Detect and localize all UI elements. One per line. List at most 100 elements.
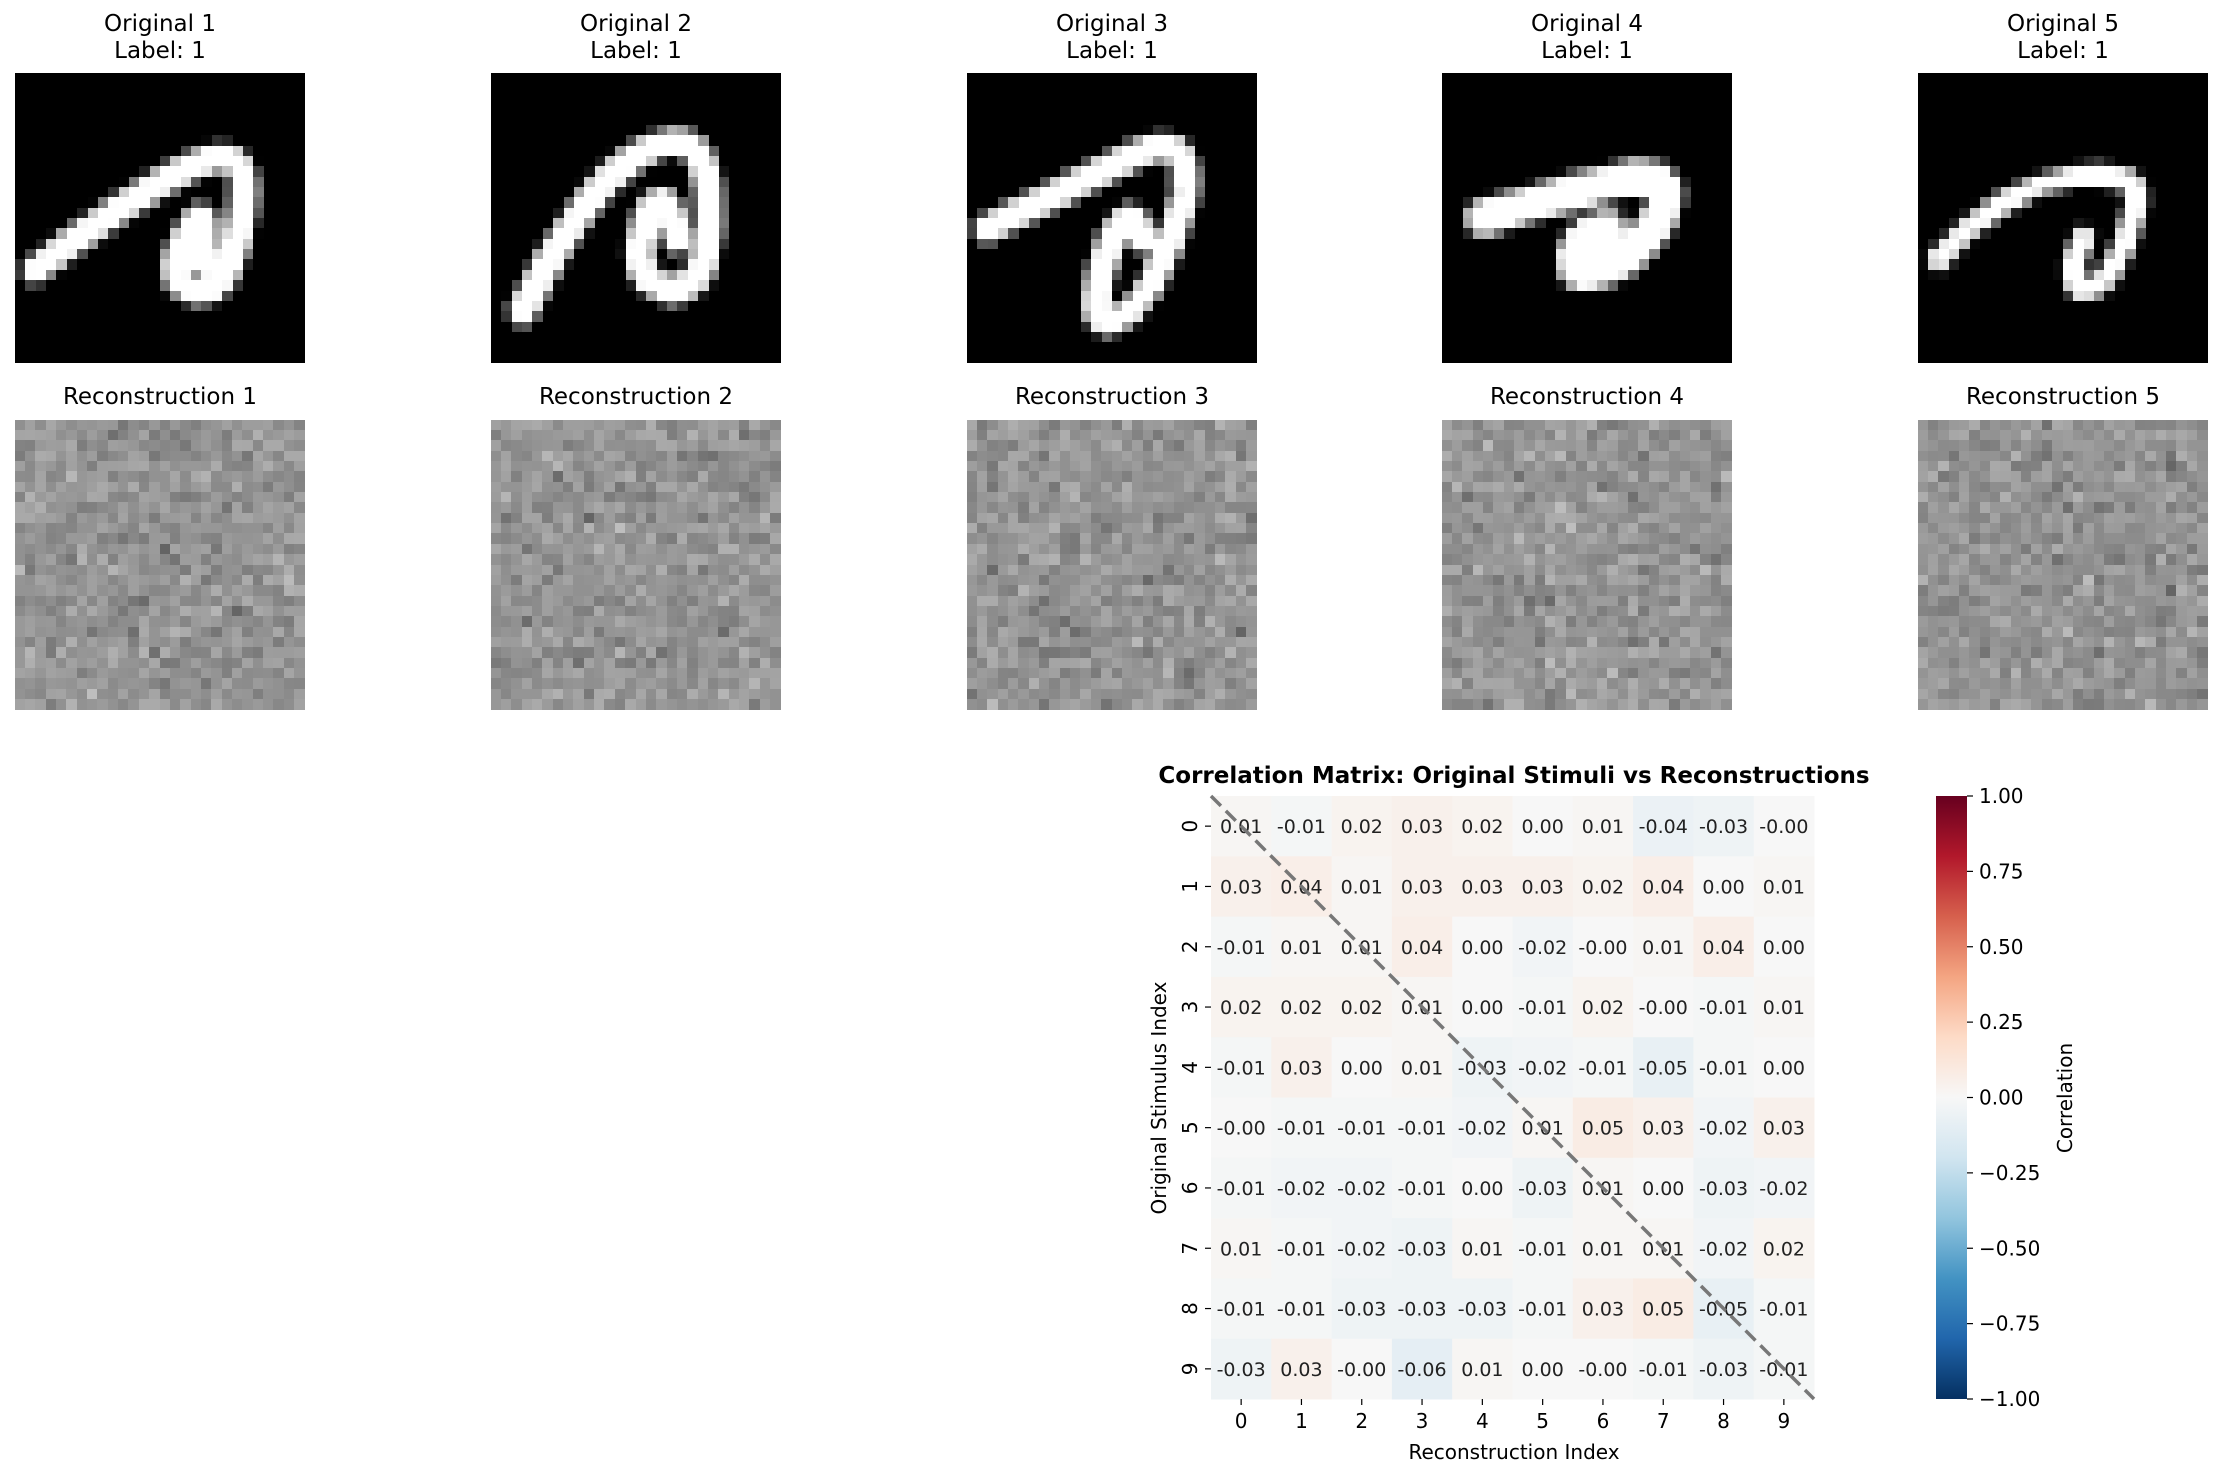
heatmap-cell bbox=[1693, 1157, 1755, 1219]
y-axis-label: Original Stimulus Index bbox=[1147, 981, 1171, 1214]
cell-value-label: -0.02 bbox=[1337, 1178, 1386, 1200]
cell-value-label: 0.02 bbox=[1220, 997, 1262, 1019]
cell-value-label: -0.02 bbox=[1458, 1118, 1507, 1140]
cell-value-label: 0.03 bbox=[1401, 816, 1443, 838]
colorbar-tick-label: −0.25 bbox=[1979, 1161, 2040, 1185]
heatmap-cell bbox=[1693, 1218, 1755, 1279]
heatmap-cell bbox=[1211, 1218, 1272, 1279]
cell-value-label: 0.01 bbox=[1763, 997, 1805, 1019]
reconstruction-title-1: Reconstruction 1 bbox=[62, 384, 258, 410]
heatmap-cell bbox=[1693, 796, 1755, 857]
cell-value-label: -0.05 bbox=[1639, 1057, 1688, 1079]
heatmap-cell bbox=[1331, 976, 1393, 1038]
reconstruction-image-3 bbox=[967, 420, 1257, 710]
heatmap-cell bbox=[1211, 1097, 1272, 1159]
cell-value-label: 0.01 bbox=[1582, 816, 1624, 838]
heatmap-cell bbox=[1572, 1278, 1634, 1340]
cell-value-label: -0.01 bbox=[1217, 937, 1266, 959]
cell-value-label: 0.02 bbox=[1341, 816, 1383, 838]
x-tick-label: 9 bbox=[1777, 1409, 1790, 1433]
heatmap-cell bbox=[1331, 1338, 1393, 1400]
heatmap-cell bbox=[1331, 796, 1393, 857]
cell-value-label: 0.01 bbox=[1461, 1359, 1503, 1381]
heatmap-cell bbox=[1331, 1278, 1393, 1340]
colorbar-tick-label: 1.00 bbox=[1979, 784, 2024, 808]
cell-value-label: -0.01 bbox=[1699, 997, 1748, 1019]
colorbar-tick-label: 0.25 bbox=[1979, 1010, 2024, 1034]
cell-value-label: -0.01 bbox=[1518, 1299, 1567, 1321]
cell-value-label: 0.00 bbox=[1521, 1359, 1563, 1381]
heatmap-cell bbox=[1572, 1218, 1634, 1279]
heatmap-cell bbox=[1211, 1338, 1272, 1400]
heatmap-cell bbox=[1633, 1037, 1694, 1098]
cell-value-label: -0.01 bbox=[1397, 1118, 1446, 1140]
heatmap-cell bbox=[1452, 976, 1513, 1038]
y-tick-label: 8 bbox=[1178, 1302, 1202, 1315]
heatmap-cell bbox=[1753, 916, 1815, 978]
reconstruction-title-5: Reconstruction 5 bbox=[1965, 384, 2161, 410]
cell-value-label: -0.02 bbox=[1518, 937, 1567, 959]
heatmap-cell bbox=[1452, 1218, 1513, 1279]
cell-value-label: -0.03 bbox=[1397, 1238, 1446, 1260]
heatmap-cell bbox=[1753, 796, 1815, 857]
x-tick-label: 4 bbox=[1476, 1409, 1489, 1433]
original-image-1 bbox=[15, 73, 305, 363]
cell-value-label: -0.01 bbox=[1759, 1299, 1808, 1321]
cell-value-label: 0.01 bbox=[1401, 1057, 1443, 1079]
heatmap-cell bbox=[1633, 916, 1694, 978]
heatmap-cell bbox=[1391, 1278, 1453, 1340]
y-tick-label: 5 bbox=[1178, 1121, 1202, 1134]
cell-value-label: -0.00 bbox=[1217, 1118, 1266, 1140]
cell-value-label: -0.01 bbox=[1277, 1299, 1326, 1321]
cell-value-label: -0.01 bbox=[1217, 1299, 1266, 1321]
heatmap-cell bbox=[1391, 916, 1453, 978]
cell-value-label: 0.05 bbox=[1582, 1118, 1624, 1140]
y-tick-label: 1 bbox=[1178, 880, 1202, 893]
cell-value-label: 0.03 bbox=[1280, 1359, 1322, 1381]
heatmap-cell bbox=[1633, 856, 1694, 918]
y-tick-label: 6 bbox=[1178, 1182, 1202, 1195]
heatmap-cell bbox=[1693, 856, 1755, 918]
heatmap-cell bbox=[1572, 856, 1634, 918]
heatmap-cell bbox=[1693, 916, 1755, 978]
y-tick-label: 7 bbox=[1178, 1242, 1202, 1255]
original-label-4: Label: 1 bbox=[1541, 38, 1633, 64]
cell-value-label: 0.00 bbox=[1461, 997, 1503, 1019]
heatmap-cell bbox=[1452, 796, 1513, 857]
cell-value-label: -0.01 bbox=[1578, 1057, 1627, 1079]
cell-value-label: -0.02 bbox=[1699, 1118, 1748, 1140]
heatmap-cell bbox=[1211, 856, 1272, 918]
original-image-3 bbox=[967, 73, 1257, 363]
cell-value-label: 0.01 bbox=[1461, 1238, 1503, 1260]
x-tick-label: 8 bbox=[1717, 1409, 1730, 1433]
heatmap-cell bbox=[1572, 796, 1634, 857]
cell-value-label: 0.03 bbox=[1642, 1118, 1684, 1140]
heatmap-cell bbox=[1391, 1157, 1453, 1219]
cell-value-label: -0.02 bbox=[1277, 1178, 1326, 1200]
original-title-3: Original 3 bbox=[1056, 11, 1168, 37]
original-title-5: Original 5 bbox=[2007, 11, 2119, 37]
cell-value-label: -0.02 bbox=[1518, 1057, 1567, 1079]
colorbar-tick-label: −0.50 bbox=[1979, 1236, 2040, 1260]
heatmap-cell bbox=[1512, 1037, 1574, 1098]
cell-value-label: -0.00 bbox=[1759, 816, 1808, 838]
cell-value-label: 0.04 bbox=[1702, 937, 1744, 959]
x-tick-label: 1 bbox=[1295, 1409, 1308, 1433]
heatmap-cell bbox=[1271, 1097, 1333, 1159]
cell-value-label: 0.01 bbox=[1642, 937, 1684, 959]
colorbar-tick-label: 0.75 bbox=[1979, 859, 2024, 883]
heatmap-cell bbox=[1211, 1037, 1272, 1098]
cell-value-label: 0.03 bbox=[1521, 876, 1563, 898]
cell-value-label: 0.03 bbox=[1401, 876, 1443, 898]
cell-value-label: 0.02 bbox=[1582, 997, 1624, 1019]
heatmap-cell bbox=[1211, 916, 1272, 978]
heatmap-cell bbox=[1693, 1037, 1755, 1098]
cell-value-label: -0.01 bbox=[1217, 1178, 1266, 1200]
cell-value-label: 0.01 bbox=[1341, 876, 1383, 898]
cell-value-label: 0.01 bbox=[1763, 876, 1805, 898]
heatmap-cell bbox=[1331, 856, 1393, 918]
cell-value-label: -0.06 bbox=[1397, 1359, 1446, 1381]
colorbar-label: Correlation bbox=[2053, 1043, 2077, 1153]
cell-value-label: -0.03 bbox=[1699, 1359, 1748, 1381]
